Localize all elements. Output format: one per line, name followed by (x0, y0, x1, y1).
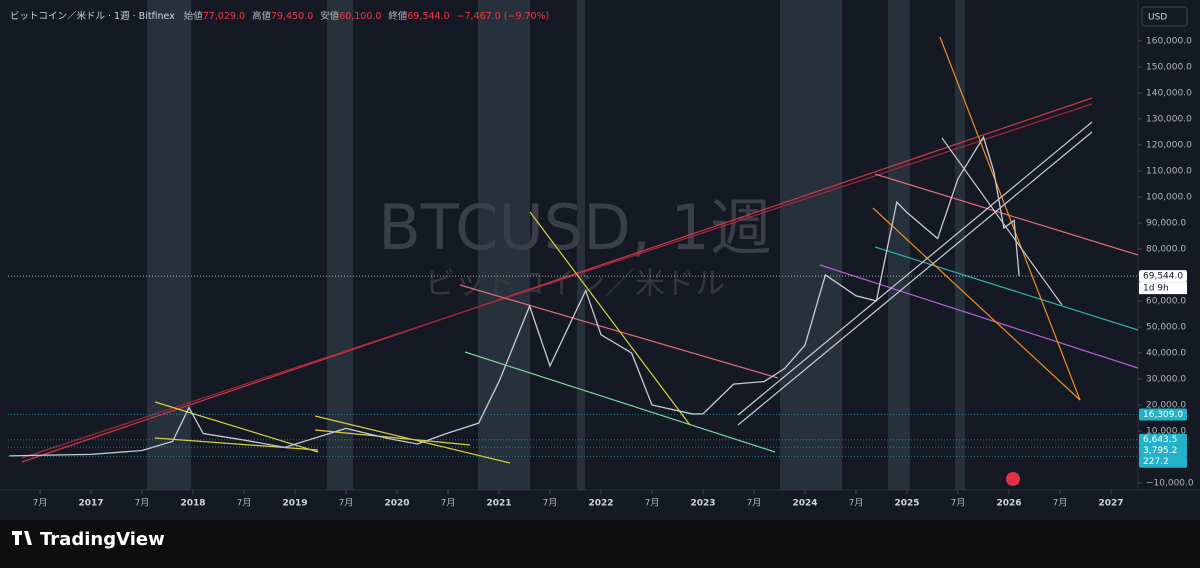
price-tag-label: 6,643.5 (1143, 435, 1177, 445)
grid-layer (39, 40, 1142, 494)
y-tick-label: 30,000.0 (1146, 374, 1186, 384)
ohlc-value: 69,544.0 (407, 11, 449, 22)
event-icon[interactable] (1006, 472, 1020, 486)
symbol: ビットコイン／米ドル · 1週 · Bitfinex (10, 10, 175, 22)
y-tick-label: 130,000.0 (1146, 114, 1192, 124)
session-band (888, 0, 910, 490)
y-tick-label: 110,000.0 (1146, 166, 1192, 176)
price-tag-label: 3,795.2 (1143, 446, 1177, 456)
x-tick-label: 2024 (792, 499, 817, 509)
x-tick-label: 7月 (135, 498, 150, 509)
price-line (9, 135, 1020, 457)
x-tick-label: 2019 (282, 499, 307, 509)
x-tick-label: 2018 (180, 499, 205, 509)
session-band (955, 0, 966, 490)
y-tick-label: −10,000.0 (1146, 478, 1194, 488)
drawings (21, 36, 1139, 464)
y-tick-label: 140,000.0 (1146, 88, 1192, 98)
y-tick-label: 90,000.0 (1146, 218, 1186, 228)
x-tick-label: 7月 (237, 498, 252, 509)
x-tick-label: 2017 (78, 499, 103, 509)
x-tick-label: 7月 (747, 498, 762, 509)
brand-name: TradingView (40, 529, 165, 550)
y-tick-label: 150,000.0 (1146, 62, 1192, 72)
ohlc-value: 77,029.0 (203, 11, 245, 22)
price-axis (1138, 0, 1200, 490)
price-tag-label: 69,544.0 (1143, 272, 1183, 282)
ohlc-label: 始値 (184, 10, 204, 22)
x-tick-label: 7月 (951, 498, 966, 509)
x-tick-label: 2027 (1098, 499, 1123, 509)
brand-logo (12, 531, 32, 545)
shaded-layer (147, 0, 966, 490)
price-tag (1139, 444, 1187, 457)
watermark-title: BTCUSD, 1週 (378, 191, 771, 264)
plot-layer (8, 135, 1138, 457)
session-band (577, 0, 585, 490)
price-tag (1139, 270, 1187, 283)
ohlc-label: 高値 (252, 10, 272, 22)
x-tick-label: 7月 (33, 498, 48, 509)
x-tick-label: 7月 (339, 498, 354, 509)
y-tick-label: 60,000.0 (1146, 296, 1186, 306)
session-band (779, 0, 843, 490)
x-tick-label: 7月 (543, 498, 558, 509)
x-tick-label: 7月 (849, 498, 864, 509)
price-tag-label: 16,309.0 (1143, 410, 1183, 420)
currency-button[interactable] (1141, 6, 1188, 27)
price-tag (1139, 433, 1187, 446)
x-tick-label: 2021 (486, 499, 511, 509)
x-tick-label: 7月 (1053, 498, 1068, 509)
session-band (327, 0, 354, 490)
y-tick-label: 10,000.0 (1146, 426, 1186, 436)
ohlc-label: 終値 (388, 10, 408, 22)
x-tick-label: 2022 (588, 499, 613, 509)
y-tick-label: 20,000.0 (1146, 400, 1186, 410)
price-tag-label: 227.2 (1143, 457, 1169, 467)
price-tag (1139, 455, 1187, 468)
x-tick-label: 2025 (894, 499, 919, 509)
ohlc-label: 安値 (320, 10, 340, 22)
legend-header: ビットコイン／米ドル · 1週 · Bitfinex 始値77,029.0 高値… (10, 10, 549, 22)
x-tick-label: 7月 (645, 498, 660, 509)
session-band (147, 0, 191, 490)
y-tick-label: 80,000.0 (1146, 244, 1186, 254)
footer (0, 520, 1200, 564)
currency-label[interactable]: USD (1148, 13, 1167, 23)
countdown: 1d 9h (1143, 284, 1169, 294)
countdown-tag (1139, 282, 1187, 295)
chart-background (0, 0, 1200, 520)
y-tick-label: 160,000.0 (1146, 36, 1192, 46)
change: −7,467.0 (−9.70%) (457, 11, 550, 22)
x-tick-label: 2023 (690, 499, 715, 509)
y-tick-label: 50,000.0 (1146, 322, 1186, 332)
y-tick-label: 120,000.0 (1146, 140, 1192, 150)
ohlc-value: 79,450.0 (271, 11, 313, 22)
ohlc-value: 60,100.0 (339, 11, 381, 22)
price-tag (1139, 408, 1187, 421)
x-tick-label: 2020 (384, 499, 409, 509)
session-band (477, 0, 531, 490)
y-tick-label: 100,000.0 (1146, 192, 1192, 202)
x-tick-label: 7月 (441, 498, 456, 509)
y-tick-label: 40,000.0 (1146, 348, 1186, 358)
x-tick-label: 2026 (996, 499, 1021, 509)
